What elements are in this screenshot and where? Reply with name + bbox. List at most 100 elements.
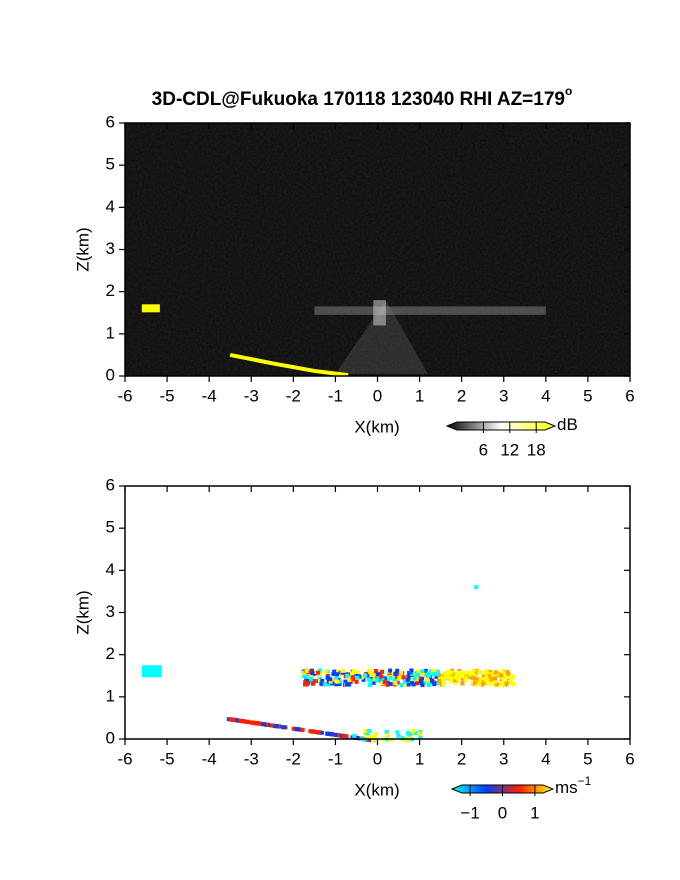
echo-pixel [468,672,473,677]
colorbar-tick-label: 6 [479,440,488,459]
echo-pixel [269,723,275,728]
echo-pixel [399,683,404,688]
echo-pixel [466,670,471,675]
echo-pixel [420,669,425,674]
echo-fan [335,300,428,374]
echo-pixel [308,729,314,734]
echo-pixel [441,682,446,687]
x-tick-label: 0 [373,749,382,768]
echo-pixel [429,678,434,683]
x-tick-label: -4 [202,749,217,768]
echo-pixel [338,671,343,676]
echo-pixel [461,677,466,682]
echo-pixel [400,736,405,741]
echo-pixel [302,670,307,675]
echo-pixel [370,735,375,740]
echo-pixel [410,673,415,678]
echo-pixel [448,676,453,681]
echo-pixel [501,678,506,683]
echo-pixel [393,681,398,686]
echo-pixel [405,677,410,682]
plot-area [125,123,630,378]
echo-pixel [347,677,352,682]
echo-pixel [481,680,486,685]
echo-spot [474,585,479,590]
echo-pixel [351,673,356,678]
echo-pixel [499,682,504,687]
x-tick-label: 6 [625,749,634,768]
echo-pixel [401,675,406,680]
x-tick-label: 4 [541,749,550,768]
x-tick-label: -5 [160,386,175,405]
echo-pixel [388,675,393,680]
echo-pixel [471,668,476,673]
echo-pixel [390,673,395,678]
echo-pixel [389,738,394,743]
echo-pixel [484,675,489,680]
x-tick-label: -5 [160,749,175,768]
x-axis-label: X(km) [354,780,399,799]
echo-pixel [388,668,393,673]
echo-pixel [511,675,516,680]
echo-pixel [436,681,441,686]
echo-pixel [444,675,449,680]
echo-pixel [347,682,352,687]
echo-pixel [484,669,489,674]
echo-pixel [361,677,366,682]
echo-pixel [411,682,416,687]
x-tick-label: -3 [244,386,259,405]
y-axis-label: Z(km) [73,227,92,271]
echo-pixel [407,735,412,740]
echo-pixel [446,669,451,674]
echo-pixel [388,681,393,686]
y-tick-label: 2 [106,644,115,663]
echo-pixel [375,672,380,677]
x-tick-label: -6 [117,749,132,768]
title-text: 3D-CDL@Fukuoka 170118 123040 RHI AZ=179 [152,89,565,110]
y-tick-label: 0 [106,728,115,747]
echo-pixel [416,677,421,682]
plot-area [125,486,630,743]
y-tick-label: 3 [106,239,115,258]
x-tick-label: 3 [499,386,508,405]
echo-pixel [436,673,441,678]
y-tick-label: 1 [106,686,115,705]
echo-pixel [371,675,376,680]
y-axis-label: Z(km) [73,590,92,634]
echo-pixel [432,669,437,674]
echo-pixel [323,669,328,674]
echo-pixel [318,668,323,673]
echo-pixel [485,681,490,686]
echo-pixel [418,735,423,740]
y-tick-label: 2 [106,281,115,300]
echo-pixel [493,679,498,684]
echo-pixel [460,681,465,686]
echo-pixel [402,679,407,684]
echo-pixel [315,730,321,735]
echo-pixel [366,677,371,682]
echo-pixel [380,669,385,674]
echo-pixel [342,734,348,739]
echo-pixel [472,673,477,678]
echo-pixel [353,735,359,740]
echo-pixel [421,680,426,685]
echo-pixel [395,668,400,673]
echo-pixel [439,679,444,684]
echo-pixel [331,671,336,676]
echo-pixel [423,668,428,673]
echo-pixel [340,668,345,673]
echo-pixel [299,727,305,732]
echo-pixel [363,728,368,733]
echo-pixel [326,731,332,736]
echo-pixel [366,674,371,679]
echo-pixel [393,677,398,682]
echo-pixel [355,670,360,675]
echo-pixel [337,679,342,684]
echo-pixel [453,680,458,685]
echo-pixel [469,675,474,680]
echo-pixel [477,682,482,687]
echo-pixel [230,717,236,722]
echo-pixel [505,670,510,675]
echo-pixel [426,682,431,687]
echo-pixel [425,677,430,682]
